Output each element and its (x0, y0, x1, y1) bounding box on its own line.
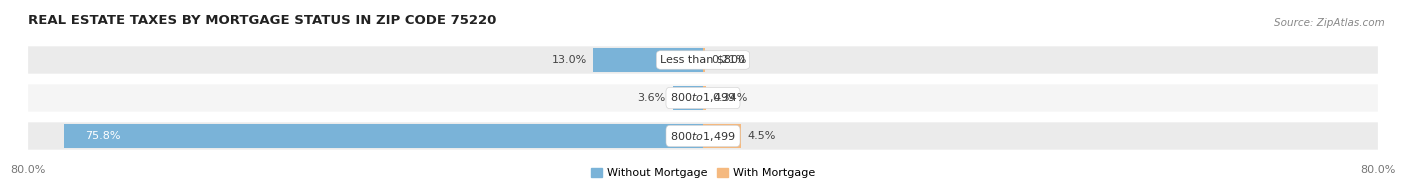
FancyBboxPatch shape (28, 84, 1378, 112)
Text: REAL ESTATE TAXES BY MORTGAGE STATUS IN ZIP CODE 75220: REAL ESTATE TAXES BY MORTGAGE STATUS IN … (28, 14, 496, 27)
FancyBboxPatch shape (28, 46, 1378, 74)
Text: Less than $800: Less than $800 (661, 55, 745, 65)
FancyBboxPatch shape (28, 122, 1378, 150)
Bar (703, 86, 706, 110)
Text: 4.5%: 4.5% (748, 131, 776, 141)
Text: 0.34%: 0.34% (713, 93, 748, 103)
Bar (703, 124, 741, 148)
Text: 75.8%: 75.8% (84, 131, 120, 141)
Bar (593, 48, 703, 72)
Bar (63, 124, 703, 148)
Legend: Without Mortgage, With Mortgage: Without Mortgage, With Mortgage (586, 163, 820, 183)
Text: Source: ZipAtlas.com: Source: ZipAtlas.com (1274, 18, 1385, 28)
Bar (703, 48, 704, 72)
Text: 13.0%: 13.0% (551, 55, 586, 65)
Text: $800 to $1,499: $800 to $1,499 (671, 92, 735, 104)
Text: $800 to $1,499: $800 to $1,499 (671, 130, 735, 142)
Text: 3.6%: 3.6% (638, 93, 666, 103)
Text: 0.21%: 0.21% (711, 55, 747, 65)
Bar (672, 86, 703, 110)
